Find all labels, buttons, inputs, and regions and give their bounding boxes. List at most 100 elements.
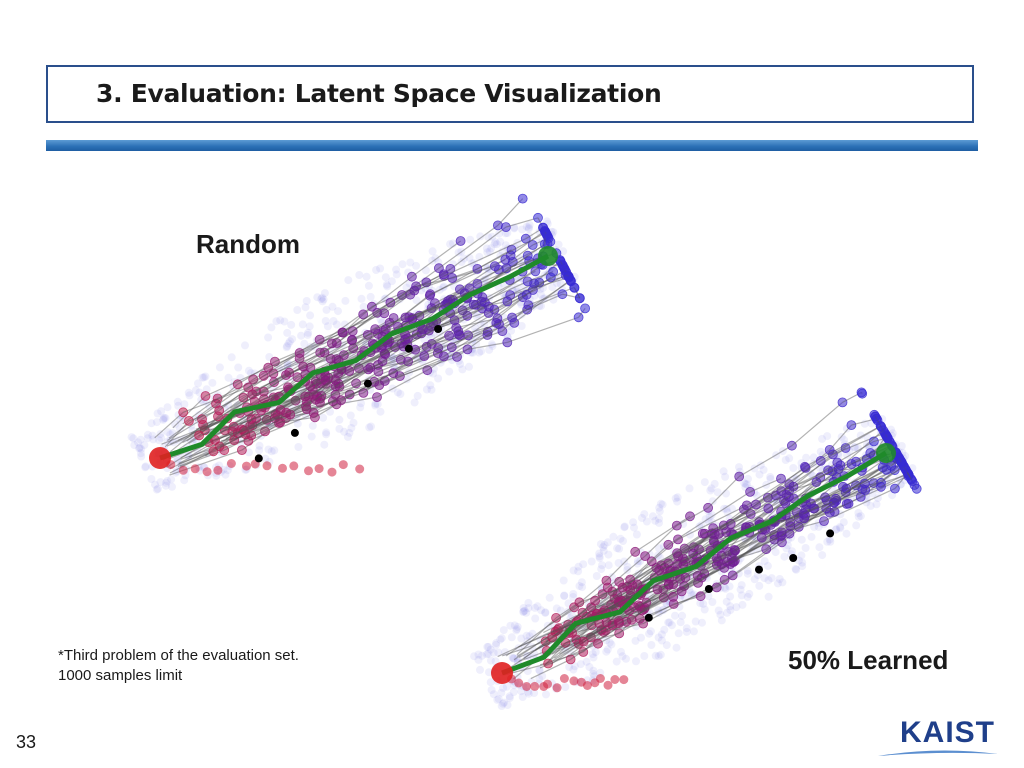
random-cloud-point: [270, 446, 279, 455]
random-cloud-point: [556, 279, 565, 288]
learned-cloud-point: [538, 672, 547, 681]
learned-cloud-point: [616, 534, 625, 543]
random-state-point: [426, 338, 437, 349]
learned-cloud-point: [688, 591, 697, 600]
learned-branch-point: [569, 676, 579, 686]
learned-cloud-point: [552, 604, 561, 613]
learned-cloud-point: [514, 644, 523, 653]
learned-cloud-point: [816, 447, 825, 456]
random-trajectory-segment: [407, 301, 483, 346]
learned-cloud-point: [699, 599, 708, 608]
random-trajectory-segment: [306, 392, 364, 410]
random-branch-point: [278, 463, 287, 473]
learned-cloud-point: [650, 597, 659, 606]
random-cloud-point: [317, 295, 326, 303]
learned-cloud-point: [528, 643, 537, 652]
random-cloud-point: [147, 475, 156, 483]
random-cloud-point: [283, 361, 292, 370]
learned-cloud-point: [569, 590, 578, 598]
learned-cloud-point: [604, 561, 613, 570]
learned-cloud-point: [854, 512, 863, 521]
random-trajectory-segment: [381, 319, 455, 347]
learned-state-point: [788, 481, 799, 492]
random-trajectory-segment: [477, 257, 539, 285]
random-cloud-point: [320, 289, 329, 298]
learned-cloud-point: [781, 456, 790, 464]
learned-cloud-point: [760, 574, 769, 583]
learned-cloud-point: [737, 591, 746, 600]
learned-cloud-point: [522, 631, 531, 640]
learned-cloud-point: [746, 547, 755, 556]
title-underline-bar: [46, 140, 978, 151]
random-trajectory-segment: [274, 332, 344, 363]
random-state-point: [373, 366, 384, 377]
learned-trajectory-segment: [829, 424, 852, 451]
random-cloud-point: [490, 240, 499, 249]
learned-cloud-point: [818, 434, 827, 443]
learned-cloud-point: [664, 618, 673, 627]
learned-cloud-point: [682, 624, 691, 633]
learned-cloud-point: [655, 553, 664, 562]
random-trajectory-segment: [325, 346, 404, 376]
learned-cloud-point: [778, 447, 787, 456]
learned-cloud-point: [560, 591, 569, 600]
random-cloud-point: [322, 428, 331, 437]
learned-cloud-point: [523, 652, 531, 661]
random-cloud-point: [412, 296, 421, 305]
random-trajectory-segment: [161, 417, 228, 445]
random-cloud-point: [329, 317, 338, 325]
learned-cloud-point: [569, 593, 578, 601]
random-cloud-point: [163, 403, 172, 412]
random-cloud-point: [389, 354, 398, 363]
random-trajectory-segment: [342, 285, 417, 333]
random-cloud-point: [159, 414, 168, 423]
random-trajectory-segment: [424, 316, 513, 357]
random-cloud-point: [388, 354, 397, 363]
learned-cloud-point: [595, 549, 604, 558]
random-trajectory-segment: [338, 328, 376, 361]
learned-cloud-point: [612, 657, 621, 666]
random-cloud-point: [445, 367, 454, 376]
random-cloud-point: [513, 283, 522, 292]
random-cloud-point: [372, 266, 381, 274]
random-cloud-point: [163, 437, 172, 446]
random-cloud-point: [141, 463, 150, 472]
learned-cloud-point: [497, 634, 506, 643]
random-cloud-point: [174, 436, 183, 445]
learned-cloud-point: [602, 636, 611, 645]
random-trajectory-segment: [379, 348, 468, 386]
random-cloud-point: [215, 363, 224, 372]
learned-cloud-point: [474, 655, 483, 664]
learned-cloud-point: [738, 600, 747, 609]
random-cloud-point: [332, 320, 341, 329]
learned-cloud-point: [613, 544, 622, 553]
random-trajectory-segment: [310, 339, 353, 369]
learned-cloud-point: [630, 523, 638, 532]
random-cloud-point: [323, 322, 332, 331]
learned-cloud-point: [772, 451, 781, 460]
learned-state-point: [776, 473, 786, 484]
random-cloud-point: [488, 342, 497, 351]
learned-cloud-point: [524, 604, 533, 613]
random-cloud-point: [476, 319, 485, 328]
learned-cloud-point: [589, 666, 598, 675]
random-cloud-point: [340, 320, 349, 329]
random-cloud-point: [221, 470, 230, 479]
random-state-point: [385, 297, 396, 308]
random-trajectory-segment: [383, 294, 411, 314]
random-state-point: [411, 281, 422, 292]
learned-cloud-point: [798, 558, 807, 567]
random-cloud-point: [476, 232, 485, 241]
random-cloud-point: [293, 306, 302, 314]
learned-cloud-point: [505, 692, 514, 701]
learned-cloud-point: [778, 578, 787, 587]
random-trajectory-segment: [302, 330, 385, 368]
learned-cloud-point: [609, 532, 618, 541]
learned-cloud-point: [807, 532, 816, 541]
random-cloud-point: [255, 446, 264, 455]
learned-cloud-point: [524, 598, 533, 607]
learned-cloud-point: [662, 641, 671, 650]
random-state-point: [214, 405, 225, 416]
random-cloud-point: [283, 328, 292, 337]
learned-cloud-point: [542, 690, 550, 699]
